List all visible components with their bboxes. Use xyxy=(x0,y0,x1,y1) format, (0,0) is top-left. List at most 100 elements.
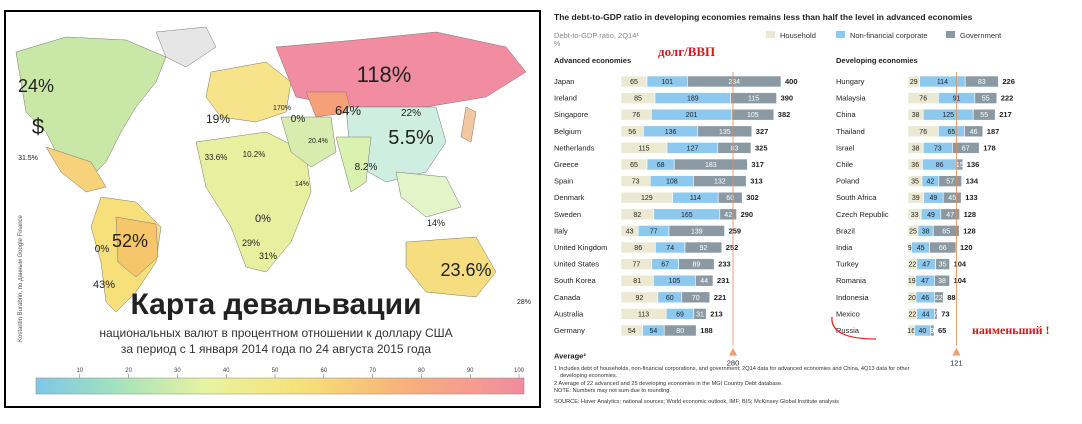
bar-segment-government xyxy=(964,125,984,138)
bar-value-label: 234 xyxy=(728,79,740,86)
bar-total-label: 88 xyxy=(947,293,955,302)
bar-value-label: 49 xyxy=(927,212,935,219)
bar-value-label: 47 xyxy=(922,262,930,269)
map-color-scale xyxy=(35,377,525,395)
category-label: Poland xyxy=(836,177,859,186)
bar-value-label: 35 xyxy=(939,262,947,269)
bar-segment-government xyxy=(935,258,950,270)
bar-value-label: 183 xyxy=(705,162,717,169)
map-label-ukraine: 64% xyxy=(335,103,361,118)
category-label: Italy xyxy=(554,226,568,235)
map-credit: Kostantin Burabrin, по данным Google Fin… xyxy=(18,214,24,342)
bar-value-label: 77 xyxy=(633,262,641,269)
south-east-asia-shape xyxy=(395,171,462,218)
bar-value-label: 92 xyxy=(636,295,644,302)
bar-segment-government xyxy=(673,158,748,171)
bar-value-label: 20 xyxy=(908,295,916,302)
bar-total-label: 104 xyxy=(954,260,967,269)
bar-value-label: 125 xyxy=(942,112,954,119)
category-label: Czech Republic xyxy=(836,210,889,219)
bar-value-label: 127 xyxy=(687,145,699,152)
category-label: Indonesia xyxy=(836,293,869,302)
bar-total-label: 233 xyxy=(718,260,731,269)
bar-value-label: 40 xyxy=(919,328,927,335)
highlight-bracket xyxy=(831,316,877,340)
category-label: Mexico xyxy=(836,309,860,318)
bar-segment-government xyxy=(934,274,950,287)
bar-value-label: 44 xyxy=(922,311,930,318)
map-label-central-africa: 0% xyxy=(255,213,271,225)
bar-value-label: 65 xyxy=(630,162,638,169)
legend-swatch-0 xyxy=(766,31,775,38)
footnote: SOURCE: Haver Analytics; national source… xyxy=(554,399,839,405)
map-label-canada: 24% xyxy=(18,76,54,96)
bar-value-label: 73 xyxy=(632,179,640,186)
category-label: India xyxy=(836,243,853,252)
average-value: 121 xyxy=(950,359,963,368)
bar-total-label: 302 xyxy=(746,193,759,202)
map-label-indonesia: 14% xyxy=(427,218,445,228)
category-label: Thailand xyxy=(836,127,865,136)
bar-value-label: 113 xyxy=(638,311,649,318)
map-scale-tick-label: 60 xyxy=(320,368,327,374)
bar-value-label: 25 xyxy=(909,228,917,235)
group-title: Developing economies xyxy=(836,56,918,65)
category-label: Brazil xyxy=(836,226,855,235)
bar-value-label: 77 xyxy=(650,228,658,235)
bar-value-label: 38 xyxy=(922,228,930,235)
bar-segment-government xyxy=(717,191,743,204)
bar-value-label: 136 xyxy=(665,129,677,136)
bar-value-label: 67 xyxy=(661,262,669,269)
bar-total-label: 222 xyxy=(1001,94,1014,103)
bar-segment-government xyxy=(730,92,777,104)
bar-value-label: 7 xyxy=(934,311,938,318)
bar-segment-government xyxy=(972,108,996,121)
bar-value-label: 22 xyxy=(909,262,917,269)
bar-segment-government xyxy=(681,291,711,304)
japan-shape xyxy=(460,106,477,143)
chart-footnotes: 1 Includes debt of households, non-finan… xyxy=(554,366,910,405)
bar-value-label: 92 xyxy=(700,245,708,252)
bar-value-label: 35 xyxy=(911,179,919,186)
bar-value-label: 36 xyxy=(911,162,919,169)
chart-title: The debt-to-GDP ratio in developing econ… xyxy=(554,12,973,22)
category-label: Spain xyxy=(554,177,573,186)
bar-value-label: 57 xyxy=(946,179,954,186)
bar-segment-government xyxy=(932,225,960,237)
map-value-labels: 118% 24% $52% 43% 23.6% 64% 22% 5.5% 8.2% 19% 14% 0… xyxy=(18,62,531,306)
map-label-brazil: 52% xyxy=(112,231,148,251)
bar-value-label: 74 xyxy=(666,245,674,252)
bar-value-label: 115 xyxy=(748,96,759,103)
bar-value-label: 60 xyxy=(726,195,734,202)
chart-annotation: долг/ВВП xyxy=(658,44,715,59)
bar-value-label: 42 xyxy=(724,212,732,219)
australia-shape xyxy=(405,236,497,298)
bar-value-label: 129 xyxy=(641,195,653,202)
bar-value-label: 114 xyxy=(937,79,948,86)
bar-value-label: 76 xyxy=(919,96,927,103)
map-label-mongolia: 170% xyxy=(273,105,291,112)
map-label-argentina: 43% xyxy=(93,279,115,291)
bar-value-label: 68 xyxy=(657,162,665,169)
bar-value-label: 65 xyxy=(942,228,950,235)
map-label-australia: 23.6% xyxy=(440,260,491,280)
map-label-peru: 0% xyxy=(95,244,110,255)
category-label: Singapore xyxy=(554,110,588,119)
bar-total-label: 252 xyxy=(726,243,739,252)
bar-segment-government xyxy=(693,175,747,187)
continent-shapes xyxy=(15,26,527,313)
average-marker xyxy=(952,347,961,356)
bar-segment-government xyxy=(717,142,752,154)
bar-value-label: 89 xyxy=(693,262,701,269)
bar-segment-government xyxy=(934,308,938,320)
category-label: South Africa xyxy=(836,193,877,202)
bar-value-label: 39 xyxy=(912,195,920,202)
legend-label-1: Non-financial corporate xyxy=(850,31,928,40)
bar-segment-government xyxy=(930,324,935,337)
map-scale-ticks: 10 20 30 40 50 60 70 80 90 100 xyxy=(76,368,525,378)
category-label: China xyxy=(836,110,856,119)
bar-value-label: 201 xyxy=(686,112,698,119)
bar-value-label: 139 xyxy=(691,228,703,235)
category-label: Belgium xyxy=(554,127,581,136)
bar-value-label: 135 xyxy=(719,129,731,136)
